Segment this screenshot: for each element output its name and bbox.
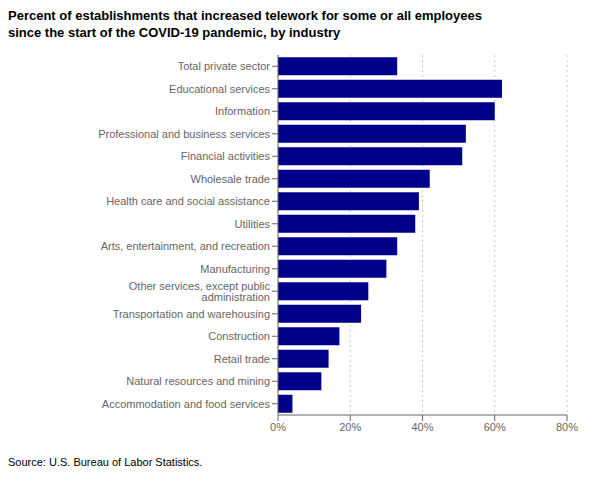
svg-text:Other services, except publica: Other services, except publicadministrat… bbox=[129, 279, 271, 302]
svg-text:Wholesale trade: Wholesale trade bbox=[191, 172, 271, 184]
html-text:Percent of establishments that: Percent of establishments that increased… bbox=[8, 8, 482, 40]
svg-text:Professional and business serv: Professional and business services bbox=[98, 127, 270, 139]
svg-text:40%: 40% bbox=[411, 421, 433, 433]
svg-text:Educational services: Educational services bbox=[169, 82, 270, 94]
svg-text:Arts, entertainment, and recre: Arts, entertainment, and recreation bbox=[101, 240, 270, 252]
svg-text:Information: Information bbox=[215, 105, 270, 117]
svg-text:Financial activities: Financial activities bbox=[181, 150, 271, 162]
svg-text:Retail trade: Retail trade bbox=[214, 352, 270, 364]
svg-text:0%: 0% bbox=[270, 421, 286, 433]
svg-text:Construction: Construction bbox=[208, 330, 270, 342]
svg-text:Manufacturing: Manufacturing bbox=[200, 262, 270, 274]
svg-text:60%: 60% bbox=[484, 421, 506, 433]
svg-text:Utilities: Utilities bbox=[235, 217, 271, 229]
svg-text:Natural resources and mining: Natural resources and mining bbox=[126, 375, 270, 387]
svg-text:Accommodation and food service: Accommodation and food services bbox=[102, 397, 271, 409]
svg-text:Total private sector: Total private sector bbox=[178, 60, 271, 72]
svg-text:Transportation and warehousing: Transportation and warehousing bbox=[113, 307, 270, 319]
svg-text:Health care and social assista: Health care and social assistance bbox=[106, 195, 270, 207]
html-text:Source: U.S. Bureau of Labor S: Source: U.S. Bureau of Labor Statistics. bbox=[8, 455, 203, 468]
svg-text:20%: 20% bbox=[339, 421, 361, 433]
svg-text:80%: 80% bbox=[556, 421, 578, 433]
